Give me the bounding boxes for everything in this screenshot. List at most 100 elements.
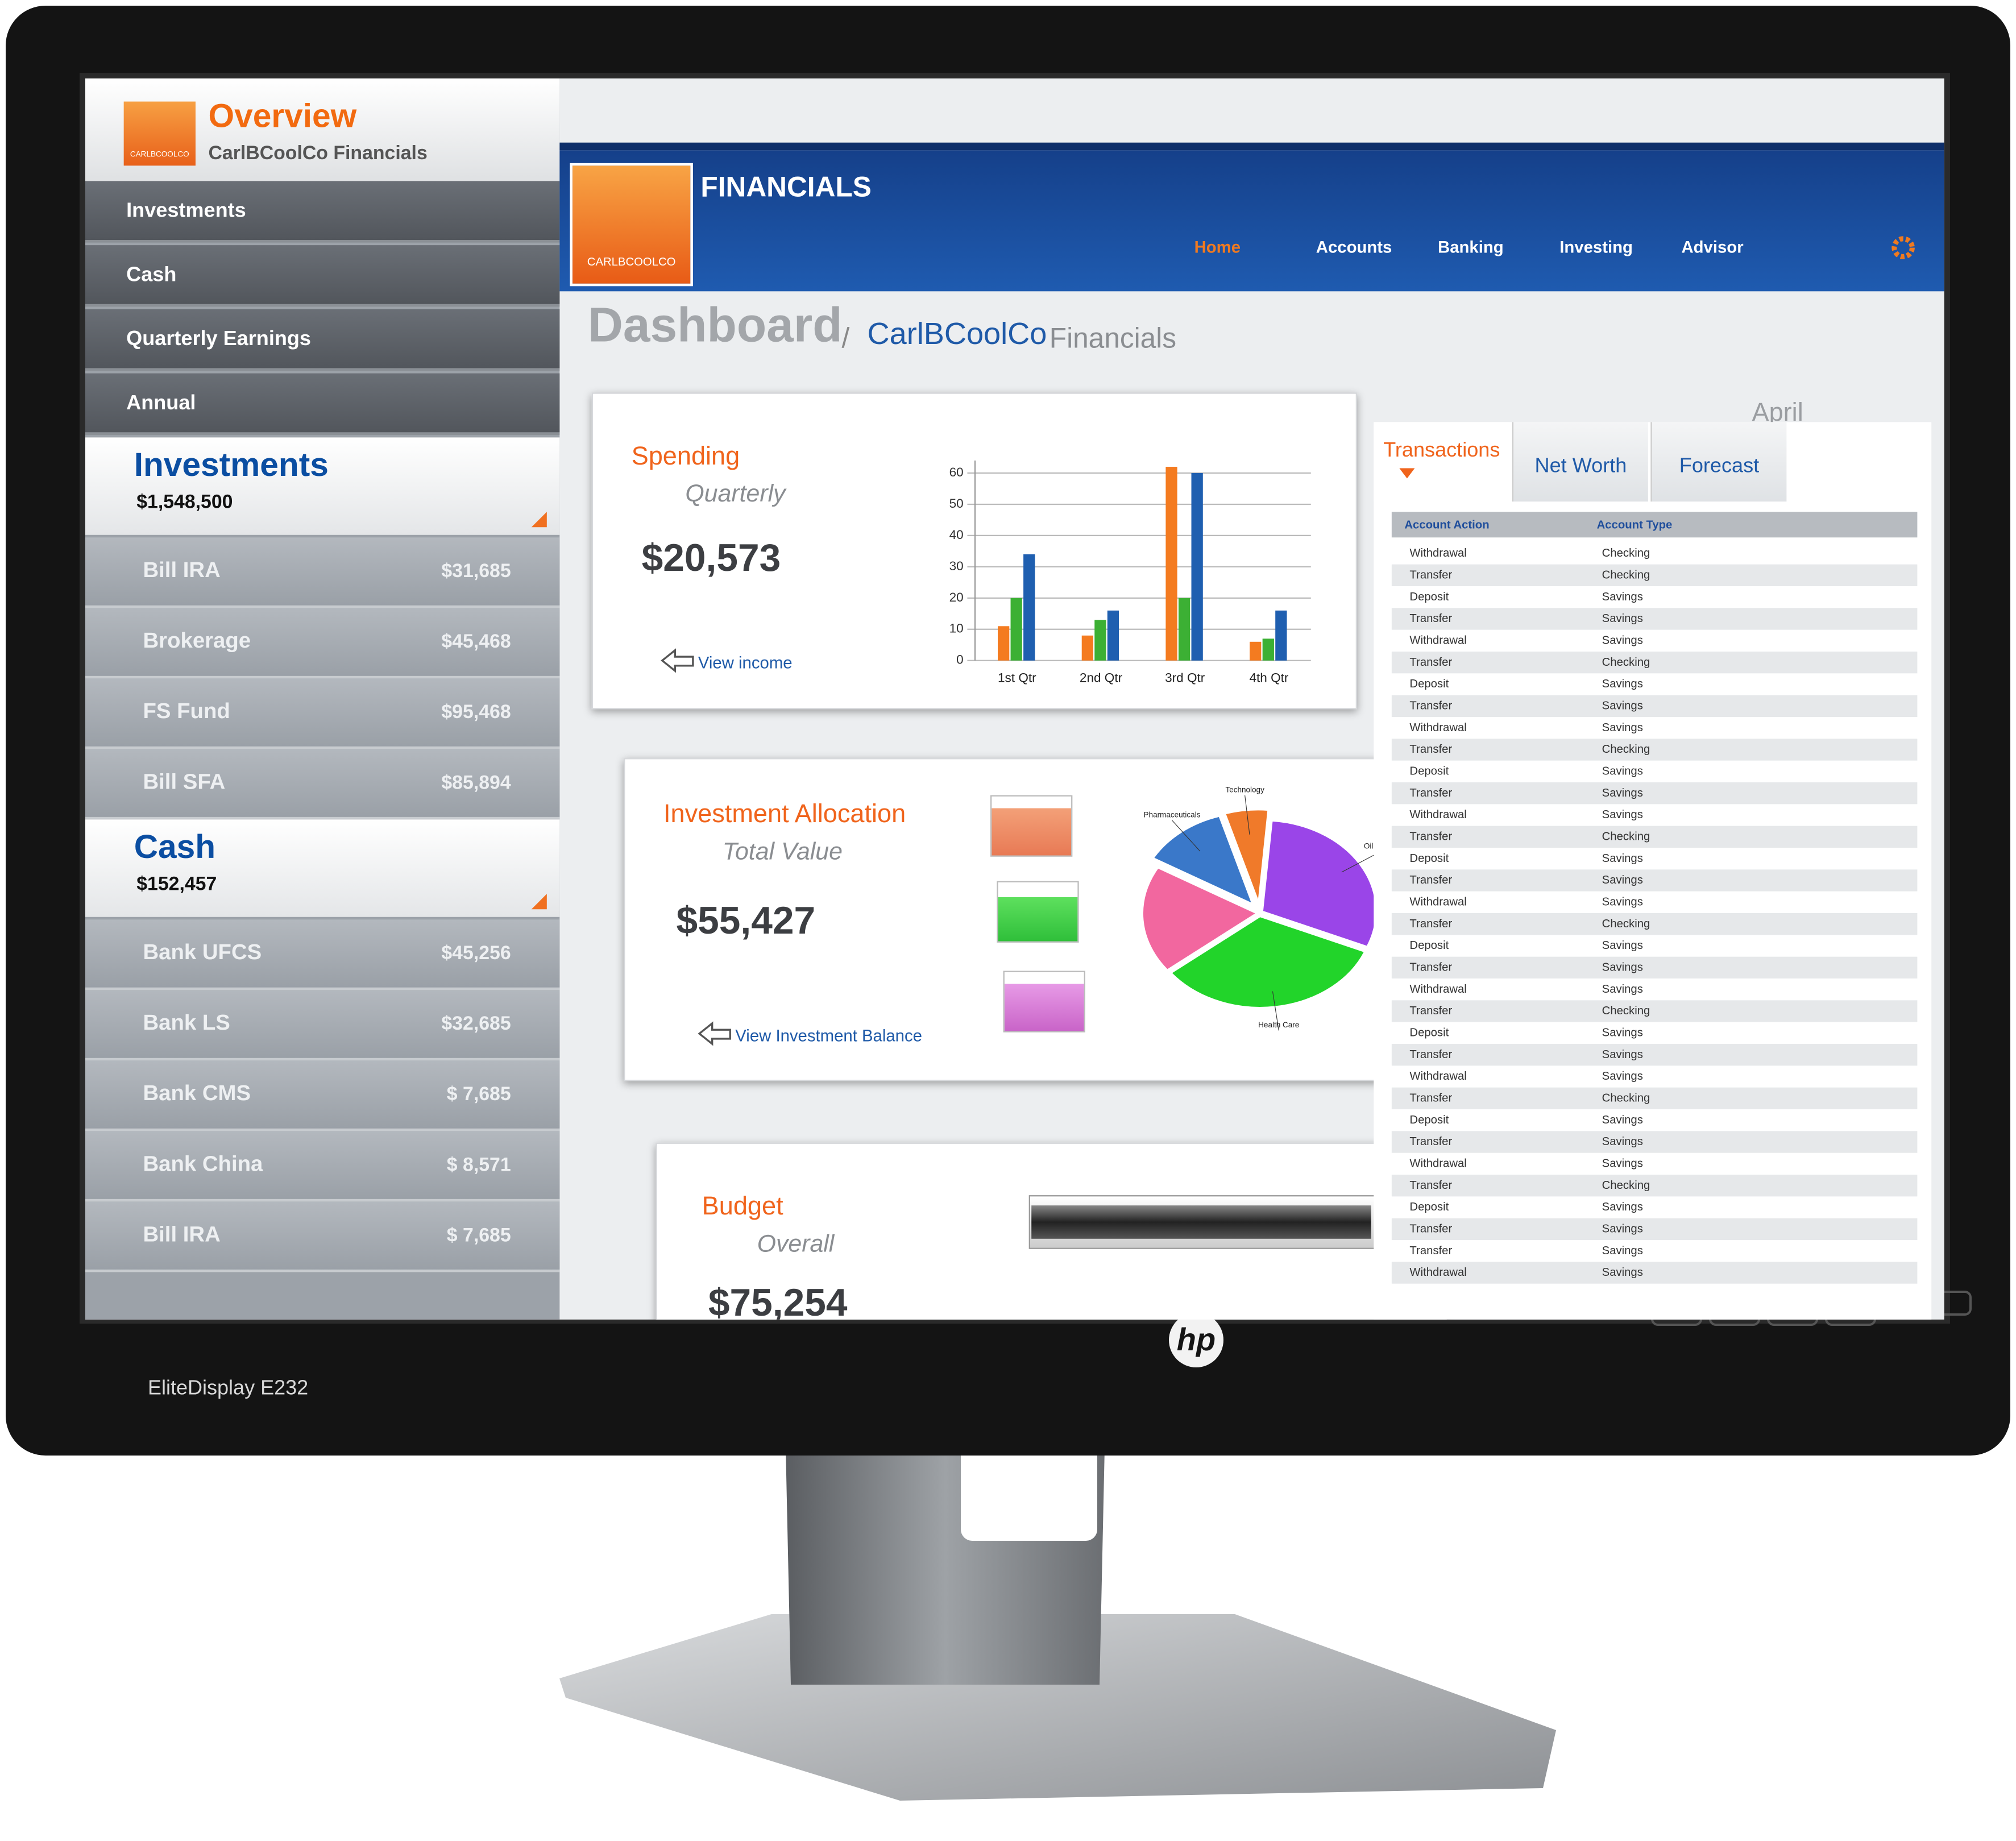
tab-pointer <box>1399 468 1415 479</box>
account-row[interactable]: Bank LS $32,685 <box>85 990 560 1061</box>
section-header[interactable]: Investments $1,548,500 <box>85 437 560 535</box>
account-row[interactable]: Bill IRA $ 7,685 <box>85 1201 560 1272</box>
section-title: Investments <box>134 445 329 484</box>
table-cell: Deposit <box>1409 851 1449 865</box>
table-cell: Savings <box>1602 1266 1643 1279</box>
header-logo: CARLBCOOLCO <box>570 163 693 287</box>
account-row[interactable]: FS Fund $95,468 <box>85 678 560 749</box>
account-row[interactable]: Bill SFA $85,894 <box>85 749 560 820</box>
breadcrumb: CarlBCoolCo <box>867 317 1047 352</box>
card-link[interactable]: View income <box>698 653 793 673</box>
y-tick-label: 60 <box>949 465 964 479</box>
table-cell: Transfer <box>1409 1222 1453 1235</box>
account-row[interactable]: Bank CMS $ 7,685 <box>85 1060 560 1131</box>
account-name: Brokerage <box>143 628 251 653</box>
nav-item[interactable]: Banking <box>1438 237 1504 257</box>
table-cell: Checking <box>1602 917 1650 930</box>
bar-chart: 0 10 20 30 40 50 60 1st Qtr 2nd Qtr 3rd Qtr 4th Qt… <box>949 460 1311 685</box>
table-cell: Withdrawal <box>1409 895 1467 908</box>
allocation-card: Investment Allocation Total Value $55,42… <box>624 758 1421 1081</box>
account-value: $45,256 <box>441 942 511 965</box>
screen: CARLBCOOLCO Overview CarlBCoolCo Financi… <box>85 78 1944 1320</box>
tab[interactable]: Net Worth <box>1512 422 1648 502</box>
bar <box>1107 610 1119 661</box>
card-title: Budget <box>702 1192 783 1221</box>
table-cell: Transfer <box>1409 830 1453 843</box>
mini-chart <box>997 881 1079 943</box>
table-cell: Transfer <box>1409 960 1453 973</box>
table-cell: Transfer <box>1409 1135 1453 1148</box>
account-value: $ 7,685 <box>446 1224 511 1247</box>
card-link[interactable]: View Investment Balance <box>735 1026 922 1046</box>
row-stripe <box>1391 1262 1918 1284</box>
arrow[interactable] <box>661 648 694 673</box>
table-cell: Savings <box>1602 982 1643 996</box>
mini-chart <box>990 795 1073 857</box>
row-stripe <box>1391 739 1918 761</box>
arrow[interactable] <box>698 1021 731 1046</box>
card-amount: $20,573 <box>641 537 781 580</box>
menu-item[interactable]: Annual <box>85 373 560 435</box>
table-cell: Deposit <box>1409 1200 1449 1213</box>
account-row[interactable]: Brokerage $45,468 <box>85 608 560 679</box>
card-amount: $75,254 <box>708 1282 848 1320</box>
tab[interactable]: Forecast <box>1650 422 1787 502</box>
section-total: $152,457 <box>136 873 217 895</box>
sidebar-subtitle: CarlBCoolCo Financials <box>208 142 428 165</box>
table-cell: Deposit <box>1409 764 1449 777</box>
nav-item[interactable]: Accounts <box>1316 237 1392 257</box>
tab[interactable]: Transactions <box>1374 422 1510 502</box>
account-row[interactable]: Bank China $ 8,571 <box>85 1131 560 1202</box>
table-cell: Savings <box>1602 677 1643 690</box>
account-value: $95,468 <box>441 701 511 724</box>
table-cell: Savings <box>1602 764 1643 777</box>
pie-slice <box>1171 917 1365 1007</box>
table-cell: Savings <box>1602 1200 1643 1213</box>
sidebar-title: Overview <box>208 96 357 135</box>
account-value: $ 7,685 <box>446 1083 511 1106</box>
section-header[interactable]: Cash $152,457 <box>85 819 560 917</box>
table-cell: Savings <box>1602 1047 1643 1061</box>
y-tick-label: 20 <box>949 590 964 604</box>
menu-item[interactable]: Investments <box>85 181 560 243</box>
table-cell: Savings <box>1602 1026 1643 1039</box>
menu-item[interactable]: Quarterly Earnings <box>85 309 560 371</box>
row-stripe <box>1391 1131 1918 1153</box>
account-value: $ 8,571 <box>446 1154 511 1176</box>
card-subtitle: Overall <box>757 1231 835 1258</box>
link-arrow[interactable] <box>697 1021 733 1046</box>
table-cell: Withdrawal <box>1409 982 1467 996</box>
table-cell: Savings <box>1602 851 1643 865</box>
account-row[interactable]: Bill IRA $31,685 <box>85 537 560 608</box>
budget-card: Budget Overall $75,254 <box>656 1142 1447 1320</box>
nav-item[interactable]: Home <box>1194 237 1241 257</box>
table-cell: Savings <box>1602 1113 1643 1126</box>
nav-item[interactable]: Investing <box>1559 237 1633 257</box>
header-bar <box>559 142 1944 292</box>
account-row[interactable]: Bank UFCS $45,256 <box>85 919 560 990</box>
account-value: $31,685 <box>441 560 511 583</box>
table-cell: Checking <box>1602 546 1650 559</box>
table-cell: Checking <box>1602 1004 1650 1017</box>
link-arrow[interactable] <box>659 648 695 673</box>
table-cell: Savings <box>1602 590 1643 603</box>
table-cell: Checking <box>1602 1091 1650 1105</box>
pie-slice <box>1153 816 1252 904</box>
row-stripe <box>1391 695 1918 717</box>
y-tick-label: 30 <box>949 559 964 573</box>
table-cell: Transfer <box>1409 1243 1453 1257</box>
menu-item[interactable]: Cash <box>85 245 560 307</box>
bar <box>1262 638 1274 661</box>
x-tick-label: 2nd Qtr <box>1080 670 1123 685</box>
settings-icon[interactable] <box>1890 235 1916 260</box>
bar <box>1191 472 1203 661</box>
nav-item[interactable]: Advisor <box>1681 237 1744 257</box>
gear[interactable] <box>1891 236 1915 259</box>
account-name: FS Fund <box>143 699 230 724</box>
row-stripe <box>1391 564 1918 586</box>
bar <box>1275 610 1287 661</box>
corner-mark <box>531 512 547 528</box>
table-cell: Withdrawal <box>1409 633 1467 646</box>
row-stripe <box>1391 1000 1918 1022</box>
